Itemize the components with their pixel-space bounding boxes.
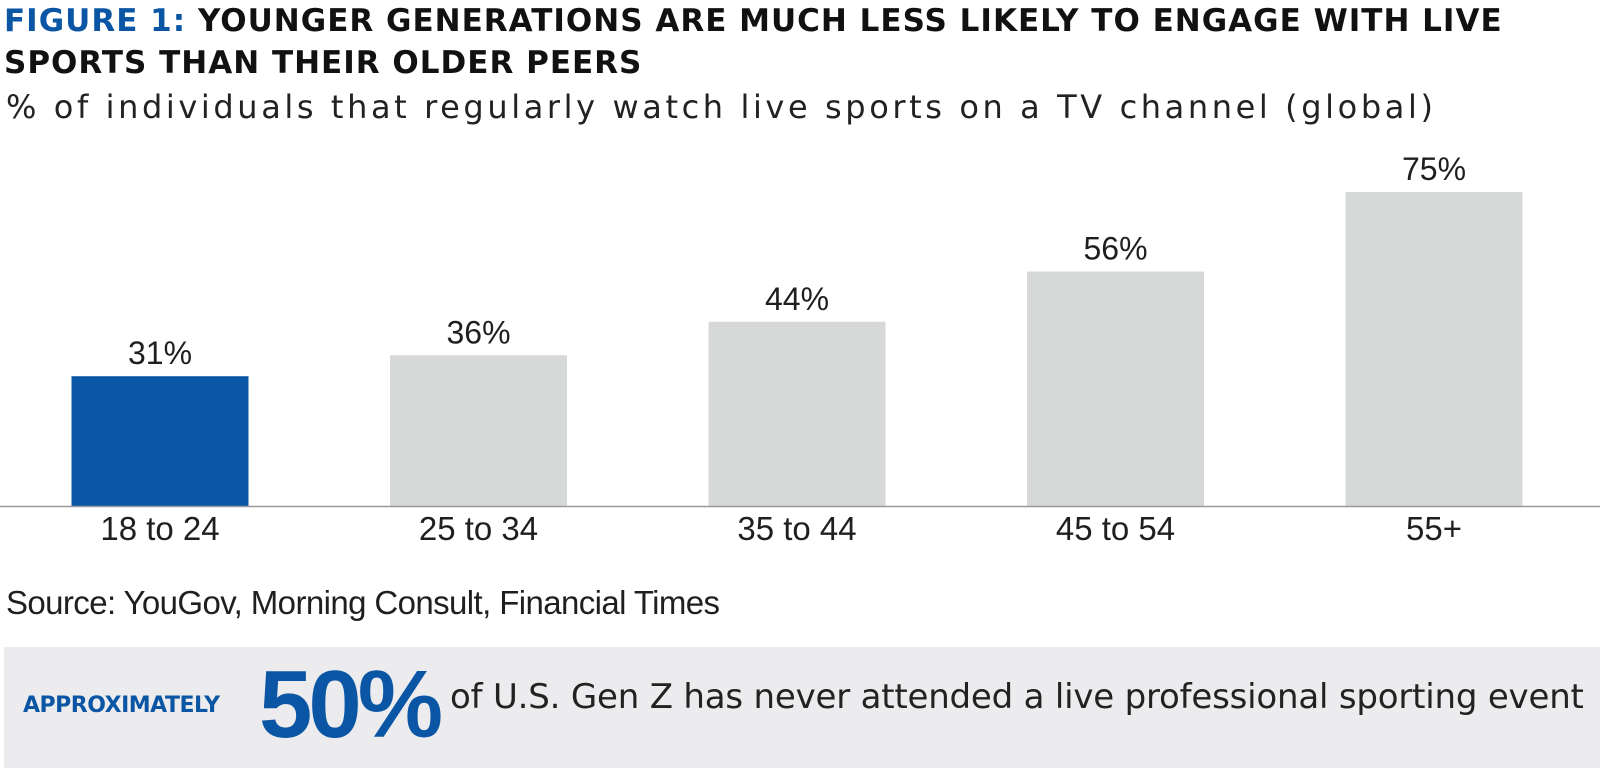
figure-label: FIGURE 1: [4, 3, 187, 39]
callout-text: of U.S. Gen Z has never attended a live … [450, 677, 1584, 717]
bar-chart: 31% 18 to 24 36% 25 to 34 44% 35 to 44 56% 45 t… [0, 151, 1600, 547]
data-label: 56% [1083, 231, 1147, 267]
callout-box: APPROXIMATELY 50% of U.S. Gen Z has neve… [4, 647, 1600, 768]
bar-25-to-34 [390, 355, 567, 506]
data-label: 36% [446, 314, 510, 350]
callout-prefix: APPROXIMATELY [23, 693, 220, 718]
data-label: 44% [765, 281, 829, 317]
bar-45-to-54 [1027, 271, 1204, 506]
x-tick-label: 18 to 24 [100, 510, 219, 547]
figure-title: YOUNGER GENERATIONS ARE MUCH LESS LIKELY… [4, 3, 1503, 81]
chart-title: FIGURE 1: YOUNGER GENERATIONS ARE MUCH L… [4, 0, 1594, 84]
bar-55 [1345, 192, 1523, 506]
data-label: 31% [128, 335, 192, 371]
x-tick-label: 45 to 54 [1056, 510, 1175, 547]
bar-35-to-44 [708, 321, 886, 506]
callout-value: 50% [259, 651, 443, 758]
chart-subtitle: % of individuals that regularly watch li… [6, 88, 1437, 126]
data-label: 75% [1402, 151, 1466, 187]
bar-18-to-24 [71, 376, 249, 506]
source-note: Source: YouGov, Morning Consult, Financi… [6, 584, 720, 621]
x-tick-label: 35 to 44 [737, 510, 856, 547]
x-tick-label: 55+ [1406, 510, 1462, 547]
x-tick-label: 25 to 34 [419, 510, 538, 547]
